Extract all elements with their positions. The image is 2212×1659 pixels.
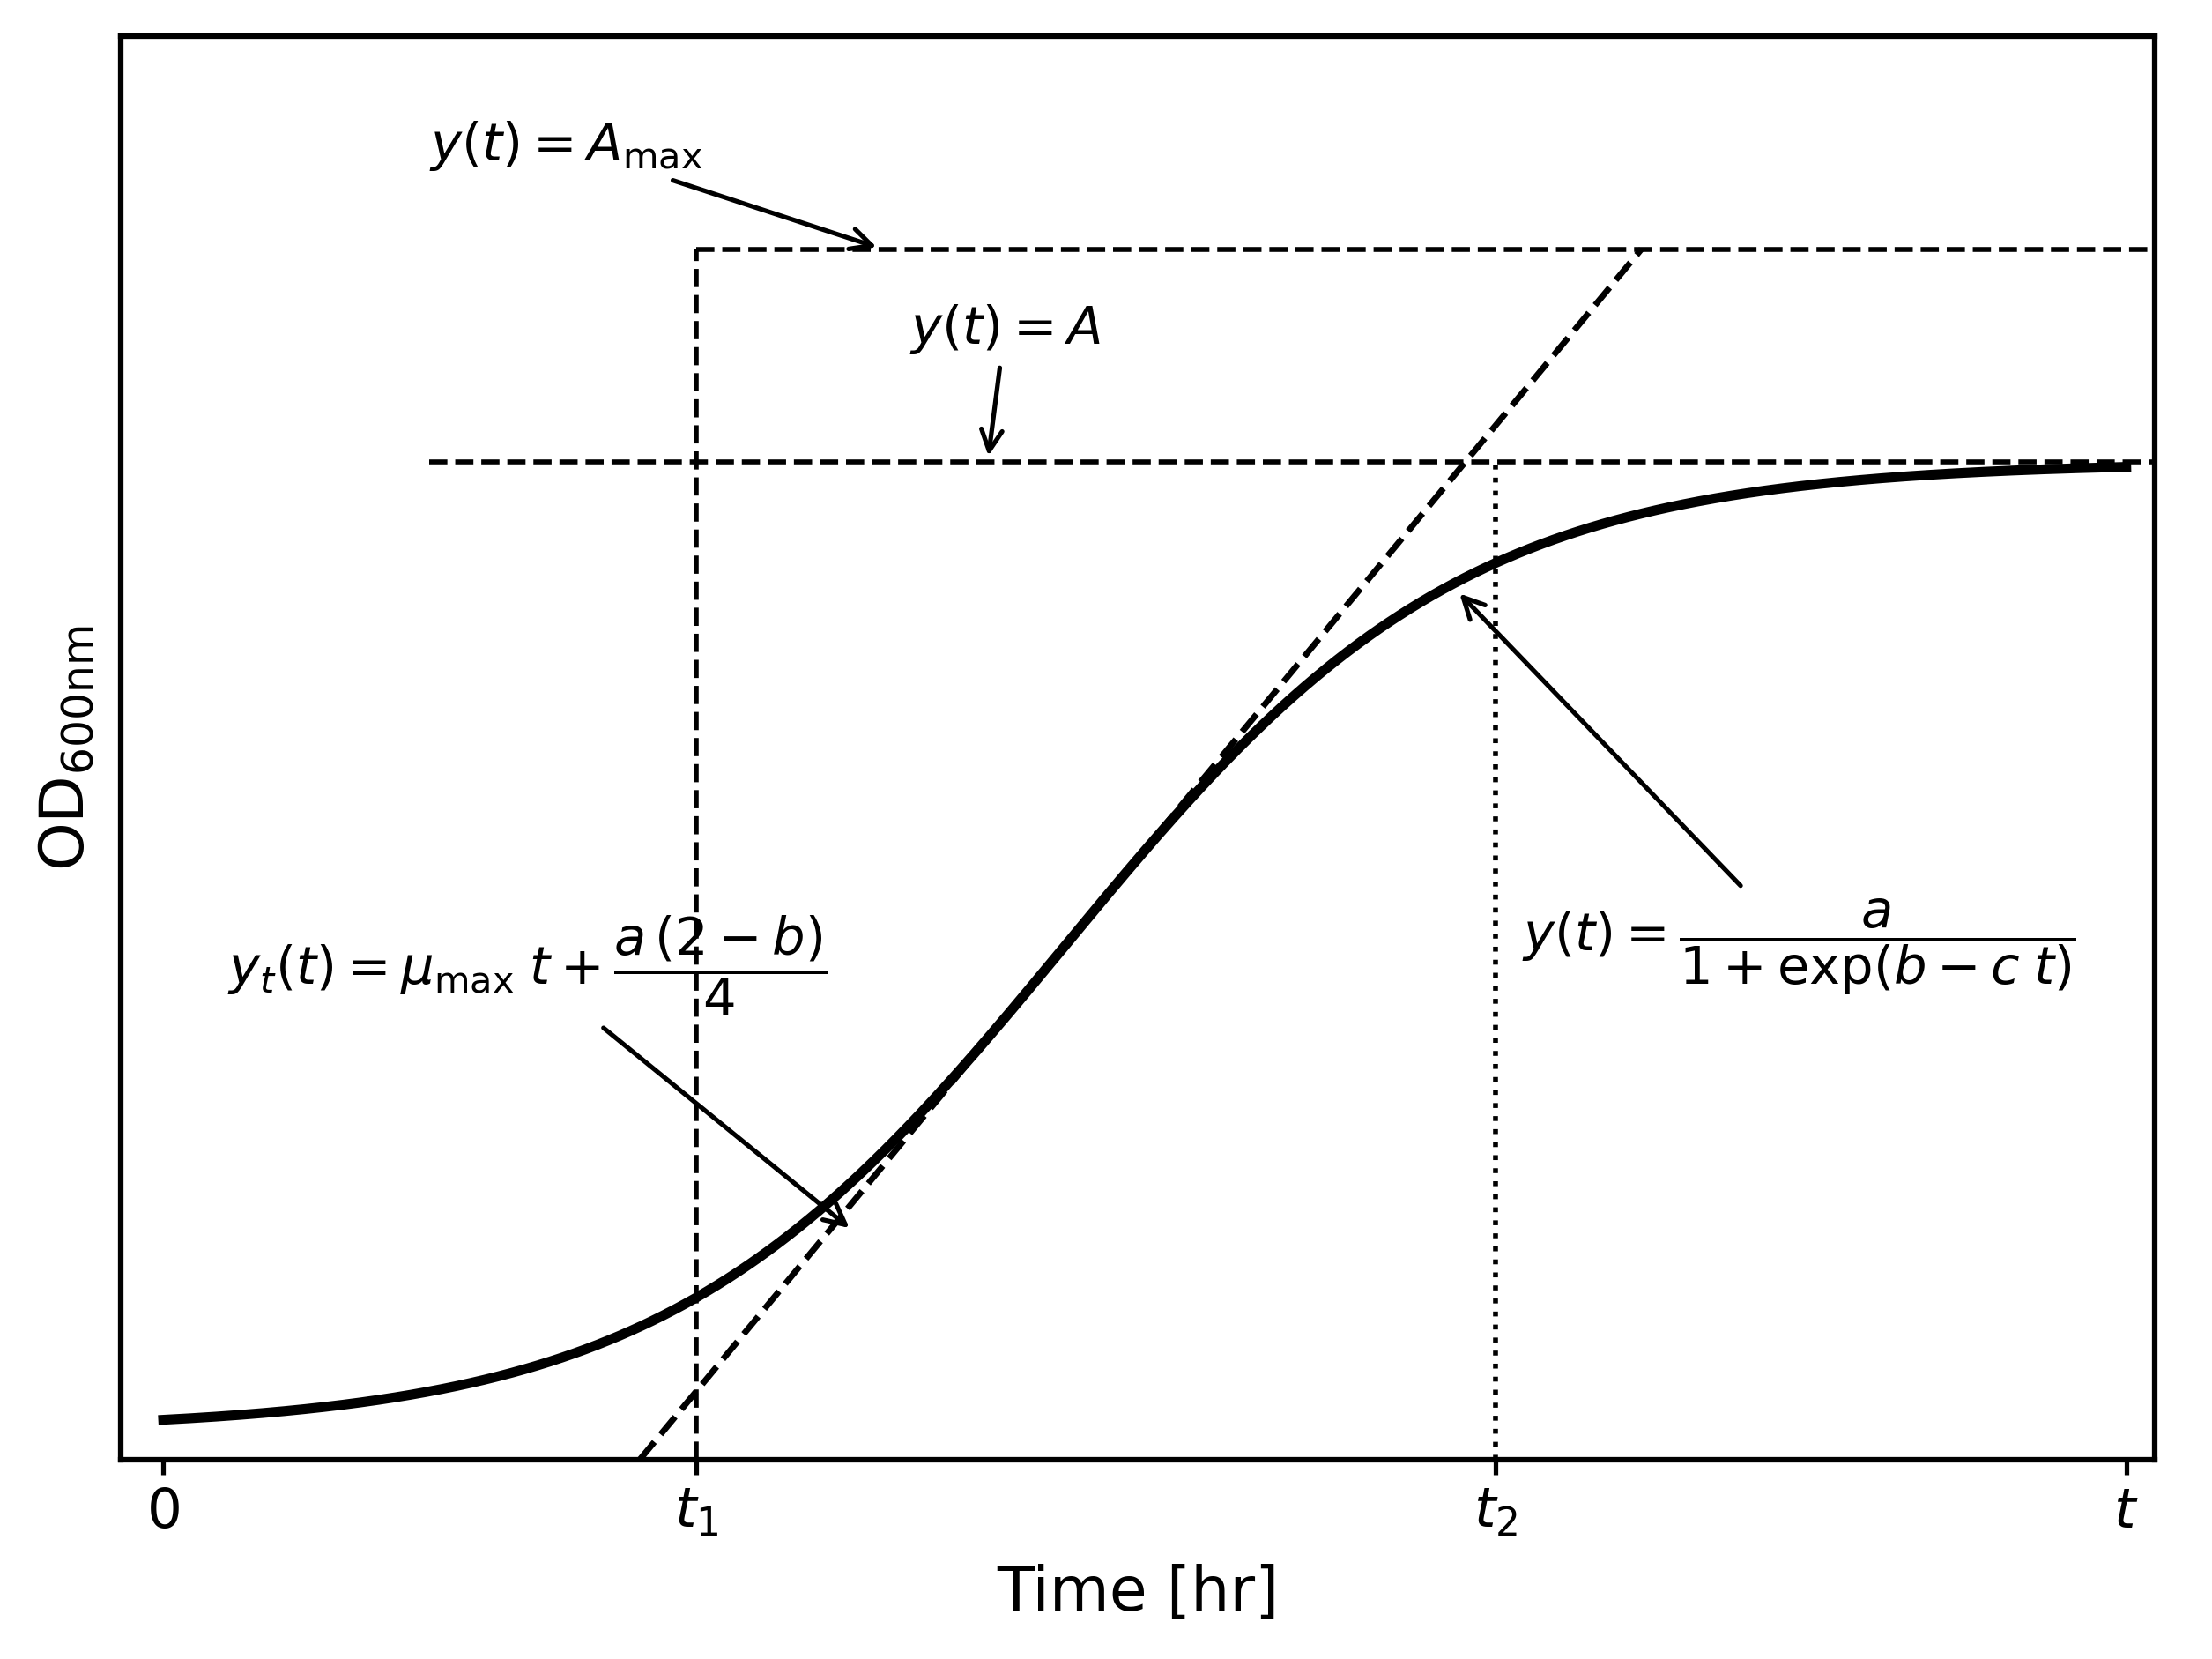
X-axis label: Time [hr]: Time [hr]	[998, 1563, 1279, 1623]
Text: $y(t) = A_{\mathrm{max}}$: $y(t) = A_{\mathrm{max}}$	[429, 119, 872, 249]
Text: $y(t) = A$: $y(t) = A$	[909, 302, 1102, 451]
Y-axis label: OD$_{\mathregular{600nm}}$: OD$_{\mathregular{600nm}}$	[38, 625, 97, 871]
Text: $y_t(t) = \mu_{\mathrm{max}}\; t + \dfrac{a\,(2-b)}{4}$: $y_t(t) = \mu_{\mathrm{max}}\; t + \dfra…	[228, 914, 845, 1224]
Text: $y(t) = \dfrac{a}{1+\exp(b-c\;t)}$: $y(t) = \dfrac{a}{1+\exp(b-c\;t)}$	[1462, 597, 2075, 997]
